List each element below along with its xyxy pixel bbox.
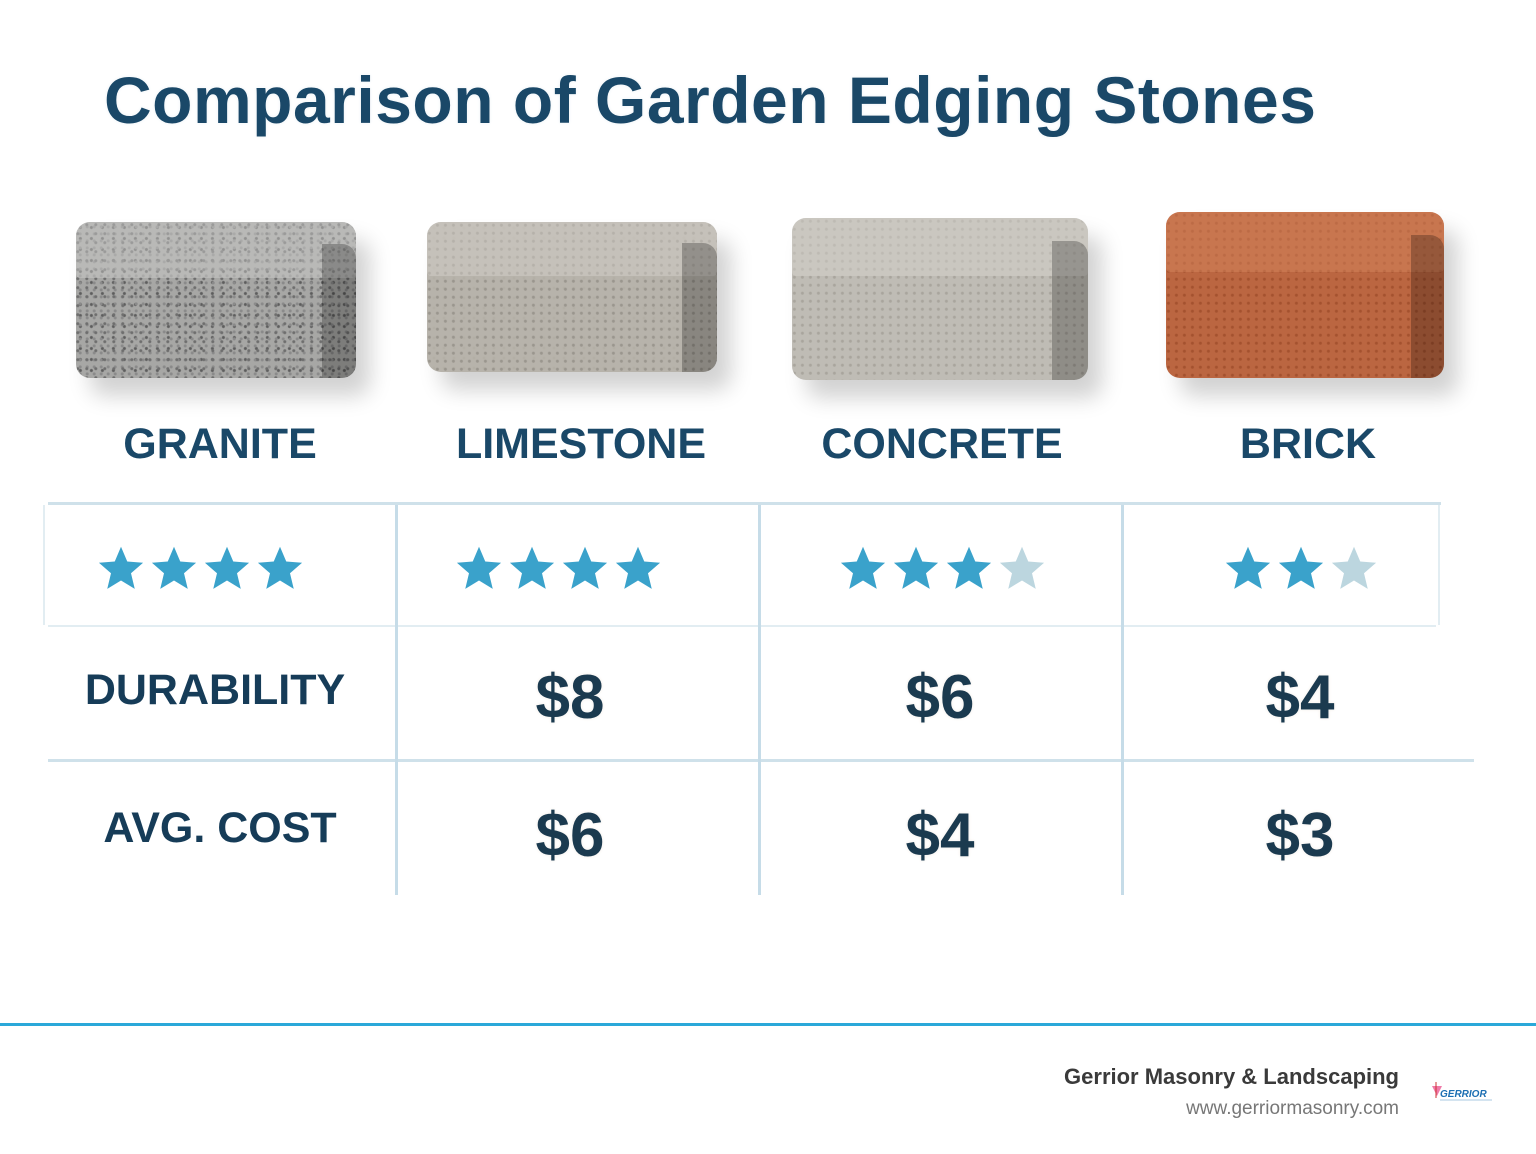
rating-brick bbox=[1223, 540, 1379, 596]
star-filled-icon bbox=[560, 543, 610, 593]
star-filled-icon bbox=[202, 543, 252, 593]
material-label-brick: BRICK bbox=[1239, 420, 1377, 468]
gerrior-logo-icon: GERRIOR bbox=[1432, 1082, 1498, 1104]
star-filled-icon bbox=[454, 543, 504, 593]
rating-concrete bbox=[838, 540, 1047, 596]
avg-cost-value-col1: $6 bbox=[535, 801, 605, 870]
star-filled-icon bbox=[96, 543, 146, 593]
rating-granite bbox=[96, 540, 305, 596]
rating-limestone bbox=[454, 540, 663, 596]
star-empty-icon bbox=[997, 543, 1047, 593]
durability-value-col2: $6 bbox=[905, 663, 975, 732]
durability-row-border bbox=[48, 759, 1474, 762]
company-name: Gerrior Masonry & Landscaping bbox=[1064, 1064, 1399, 1089]
material-label-concrete: CONCRETE bbox=[821, 420, 1063, 468]
avg-cost-value-col3: $3 bbox=[1265, 801, 1335, 870]
star-filled-icon bbox=[891, 543, 941, 593]
granite-block-image bbox=[76, 222, 356, 378]
star-filled-icon bbox=[1276, 543, 1326, 593]
star-filled-icon bbox=[1223, 543, 1273, 593]
star-filled-icon bbox=[838, 543, 888, 593]
table-left-border bbox=[43, 505, 45, 625]
concrete-block-image bbox=[792, 218, 1088, 380]
row-label-avg-cost: AVG. COST bbox=[103, 804, 337, 852]
star-filled-icon bbox=[613, 543, 663, 593]
durability-value-col3: $4 bbox=[1265, 663, 1335, 732]
footer-divider bbox=[0, 1023, 1536, 1026]
star-filled-icon bbox=[149, 543, 199, 593]
star-filled-icon bbox=[944, 543, 994, 593]
avg-cost-value-col2: $4 bbox=[905, 801, 975, 870]
svg-text:GERRIOR: GERRIOR bbox=[1440, 1089, 1487, 1100]
rating-row-border bbox=[48, 625, 1436, 627]
table-top-border bbox=[48, 502, 1441, 505]
brick-block-image bbox=[1166, 212, 1444, 378]
material-label-limestone: LIMESTONE bbox=[455, 420, 707, 468]
durability-value-col1: $8 bbox=[535, 663, 605, 732]
limestone-block-image bbox=[427, 222, 717, 372]
star-empty-icon bbox=[1329, 543, 1379, 593]
company-url[interactable]: www.gerriormasonry.com bbox=[1186, 1098, 1399, 1119]
material-label-granite: GRANITE bbox=[123, 420, 317, 468]
star-filled-icon bbox=[255, 543, 305, 593]
page-title: Comparison of Garden Edging Stones bbox=[104, 63, 1317, 137]
row-label-durability: DURABILITY bbox=[84, 666, 346, 714]
table-right-border bbox=[1438, 505, 1440, 625]
star-filled-icon bbox=[507, 543, 557, 593]
